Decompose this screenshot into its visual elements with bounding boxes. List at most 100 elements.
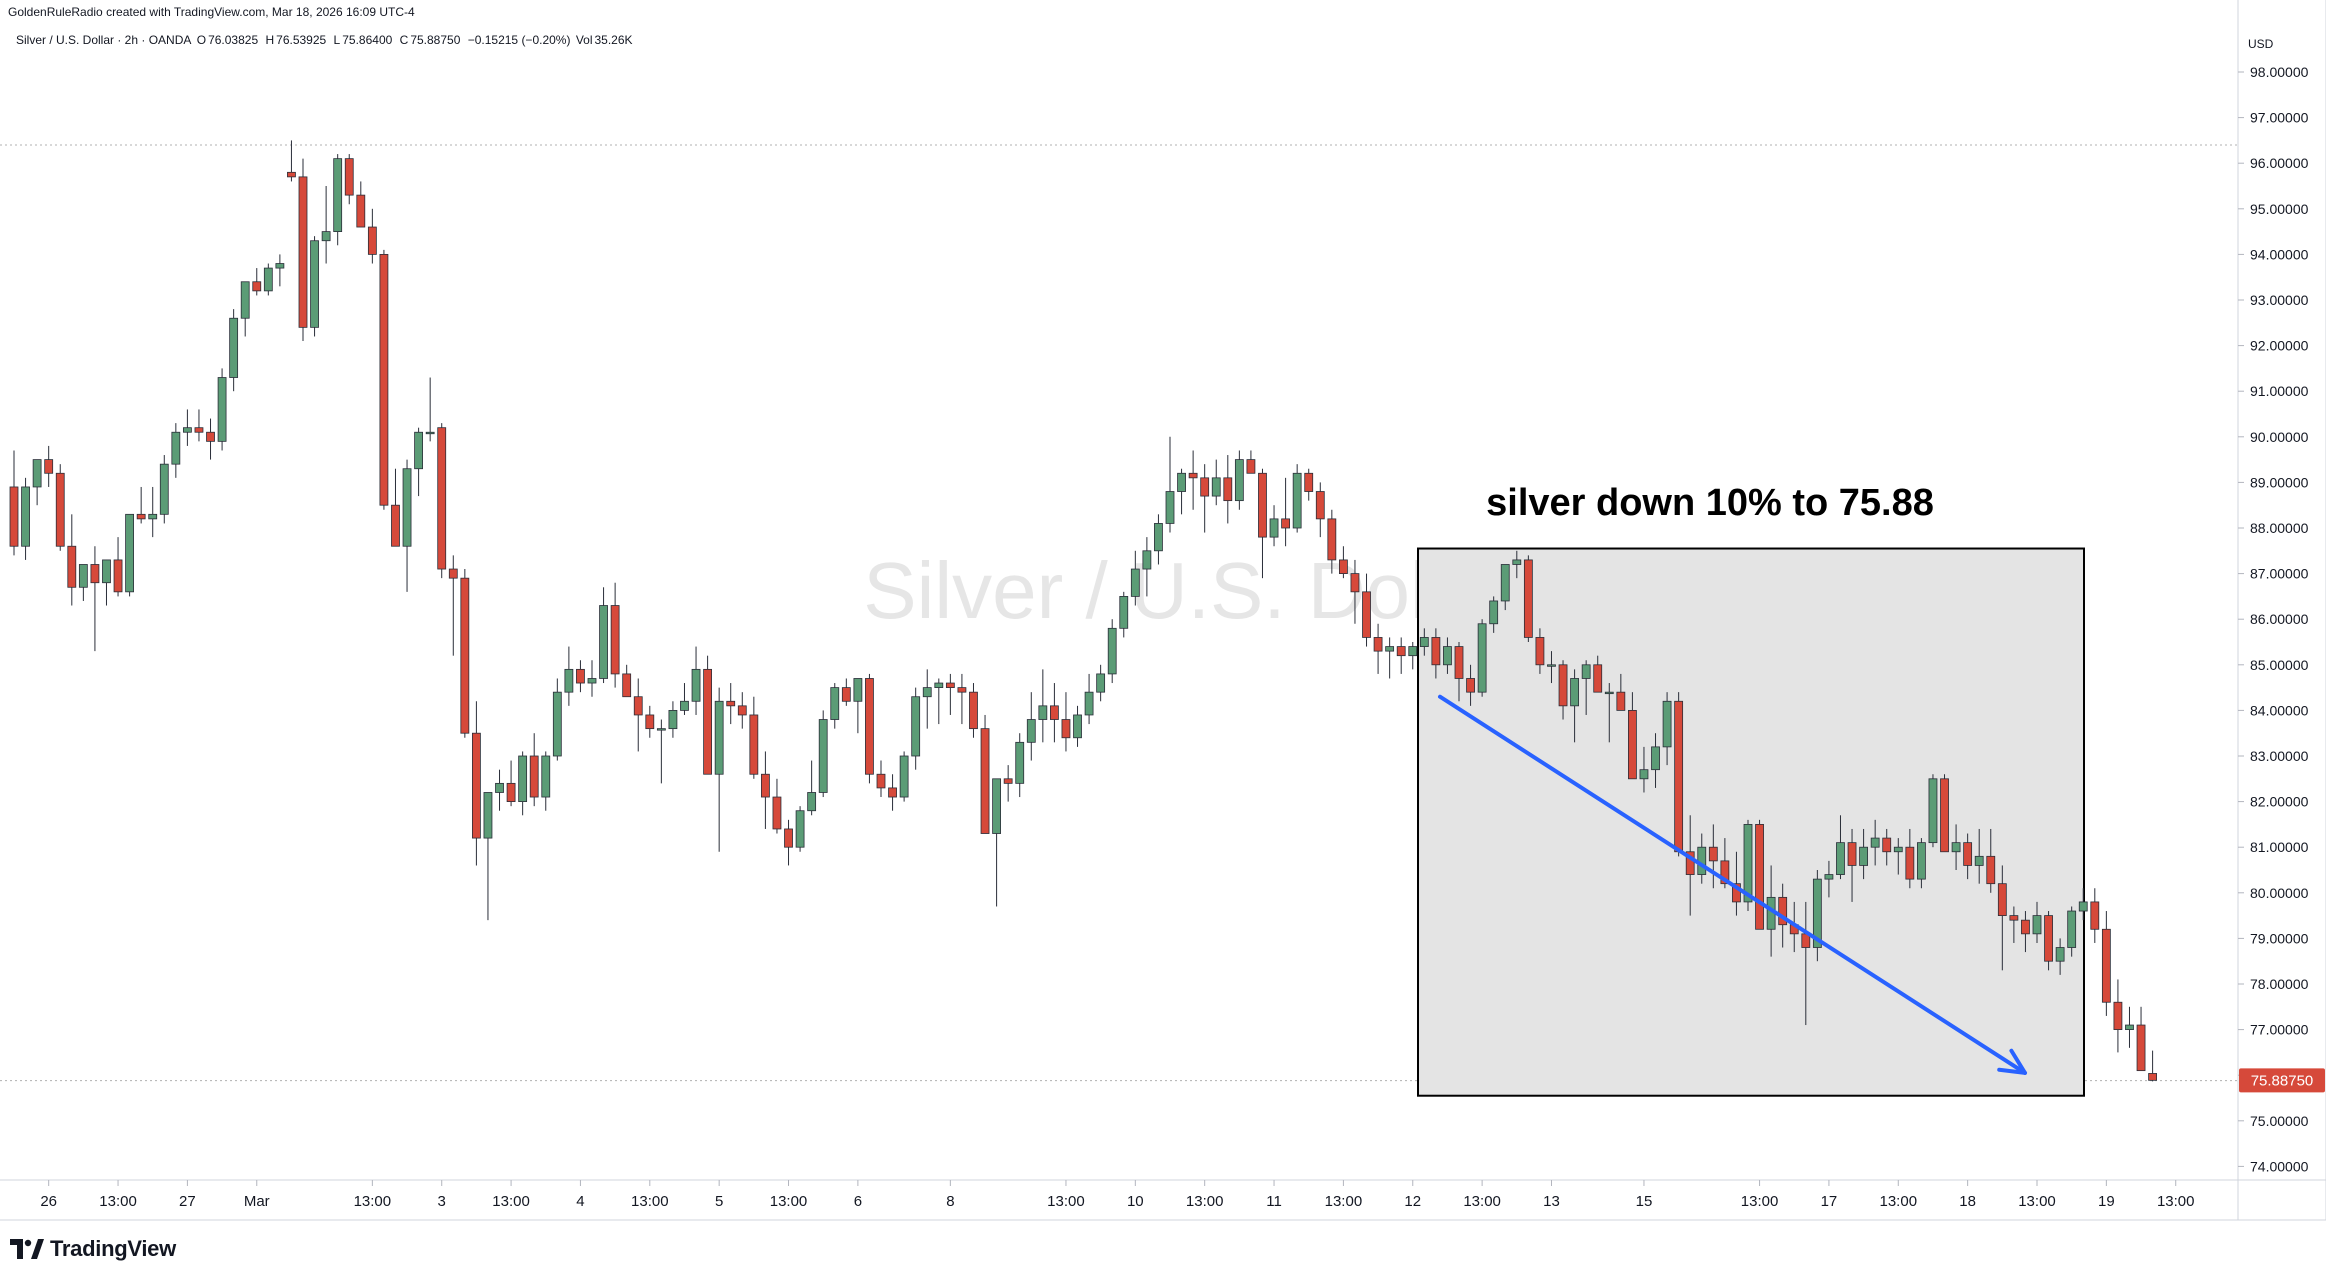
candle-body-down <box>576 668 585 684</box>
symbol-legend: Silver / U.S. Dollar · 2h · OANDA O 76.03… <box>16 33 637 47</box>
candle <box>1859 828 1868 880</box>
candle <box>1836 815 1845 880</box>
candle-body-down <box>448 568 458 579</box>
candle <box>321 186 331 264</box>
highlight-box[interactable] <box>1417 547 2085 1097</box>
candle-body-down <box>1905 846 1915 880</box>
candle <box>1732 851 1741 916</box>
candle-body-up <box>830 687 840 720</box>
candle-body-up <box>310 240 319 328</box>
candle <box>1281 477 1290 547</box>
candle-body-down <box>2021 919 2030 935</box>
trend-arrow[interactable] <box>1438 694 2027 1075</box>
candle-body-up <box>656 728 666 731</box>
candle <box>818 710 828 798</box>
candle-body-up <box>1489 600 1499 625</box>
x-tick-label: 13:00 <box>1463 1193 1501 1210</box>
candle <box>1616 673 1626 711</box>
candle-body-up <box>934 682 944 688</box>
y-tick-label: 85.00000 <box>2250 657 2309 673</box>
x-tick-label: 6 <box>854 1193 862 1210</box>
candle <box>1870 819 1880 866</box>
x-tick-label: 26 <box>40 1193 57 1210</box>
candle-body-down <box>969 691 978 730</box>
x-tick-label: 8 <box>946 1193 954 1210</box>
candle <box>1315 482 1325 538</box>
y-tick-label: 77.00000 <box>2250 1022 2309 1038</box>
candle-body-up <box>240 281 250 319</box>
candle <box>691 646 701 715</box>
candle-body-down <box>1258 472 1267 538</box>
candle <box>1211 459 1221 506</box>
candle <box>749 696 759 779</box>
candle <box>1339 546 1348 579</box>
candle-body-up <box>1893 846 1903 853</box>
legend-low: L 75.86400 <box>333 33 393 47</box>
candle <box>2044 911 2053 971</box>
candle-body-down <box>1304 472 1314 492</box>
candle <box>1628 692 1637 780</box>
candle <box>680 683 689 715</box>
candle-body-up <box>1604 691 1614 695</box>
candle-body-down <box>1188 472 1198 479</box>
candle <box>656 719 666 784</box>
candle-body-up <box>1015 741 1025 784</box>
y-tick-label: 84.00000 <box>2250 702 2309 718</box>
candle-body-down <box>1327 518 1337 561</box>
x-axis[interactable]: 26 13:00 27 Mar 13:00 3 13:00 4 13:00 5 13:00 6 8 13:… <box>40 1180 2194 1210</box>
candle-body-up <box>1292 472 1302 529</box>
candle-body-up <box>125 513 134 593</box>
candle-body-up <box>1073 714 1082 739</box>
candle-body-down <box>1593 664 1603 693</box>
candle <box>1026 692 1036 761</box>
candle-body-down <box>645 714 655 730</box>
candle-body-down <box>1535 637 1545 666</box>
y-tick-label: 92.00000 <box>2250 338 2309 354</box>
candle-body-down <box>761 773 770 798</box>
candle-body-up <box>2078 901 2088 912</box>
candle-body-down <box>1778 896 1788 926</box>
candle-body-up <box>922 687 932 698</box>
candle <box>726 683 736 725</box>
watermark: Silver / U.S. Dollar <box>863 546 1516 635</box>
candle <box>945 673 955 715</box>
candle <box>448 555 458 656</box>
candle-body-up <box>599 605 608 679</box>
candle <box>645 705 655 738</box>
candle-body-down <box>136 513 146 520</box>
candle-body-down <box>1720 860 1730 885</box>
candle-body-down <box>2136 1024 2146 1072</box>
candle-body-up <box>668 710 678 730</box>
x-tick-label: 13:00 <box>631 1193 669 1210</box>
candle <box>471 701 481 866</box>
tradingview-brand[interactable]: TradingView <box>10 1236 176 1262</box>
candle <box>2148 1050 2158 1082</box>
candle <box>2055 938 2065 975</box>
y-tick-label: 96.00000 <box>2250 155 2309 171</box>
candle <box>2009 906 2019 943</box>
x-tick-label: 10 <box>1127 1193 1144 1210</box>
candle <box>298 158 308 342</box>
candle-body-down <box>1986 855 1996 885</box>
candle <box>1130 550 1140 606</box>
annotation-text[interactable]: silver down 10% to 75.88 <box>1486 482 1934 524</box>
last-price-value: 75.88750 <box>2251 1072 2314 1089</box>
candle-body-up <box>1026 719 1036 743</box>
candle <box>414 427 424 497</box>
x-tick-label: 4 <box>576 1193 584 1210</box>
x-tick-label: 11 <box>1266 1193 1282 1210</box>
candle-body-down <box>344 158 354 196</box>
candle-body-up <box>1512 559 1522 565</box>
y-tick-label: 75.00000 <box>2250 1113 2309 1129</box>
candle-body-down <box>703 668 712 775</box>
candle <box>102 559 111 606</box>
candle <box>44 445 54 487</box>
y-tick-label: 74.00000 <box>2250 1158 2309 1174</box>
candle-body-up <box>2067 910 2077 948</box>
x-tick-label: 13:00 <box>2018 1193 2056 1210</box>
candle-body-up <box>217 377 227 442</box>
candle <box>67 514 77 606</box>
y-axis[interactable]: 98.00000 97.00000 96.00000 95.00000 94.00000… <box>2238 64 2309 1174</box>
candle-body-down <box>980 728 990 834</box>
